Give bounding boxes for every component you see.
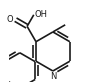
Text: OH: OH — [34, 10, 47, 19]
Text: O: O — [7, 15, 13, 24]
Text: N: N — [50, 72, 56, 81]
